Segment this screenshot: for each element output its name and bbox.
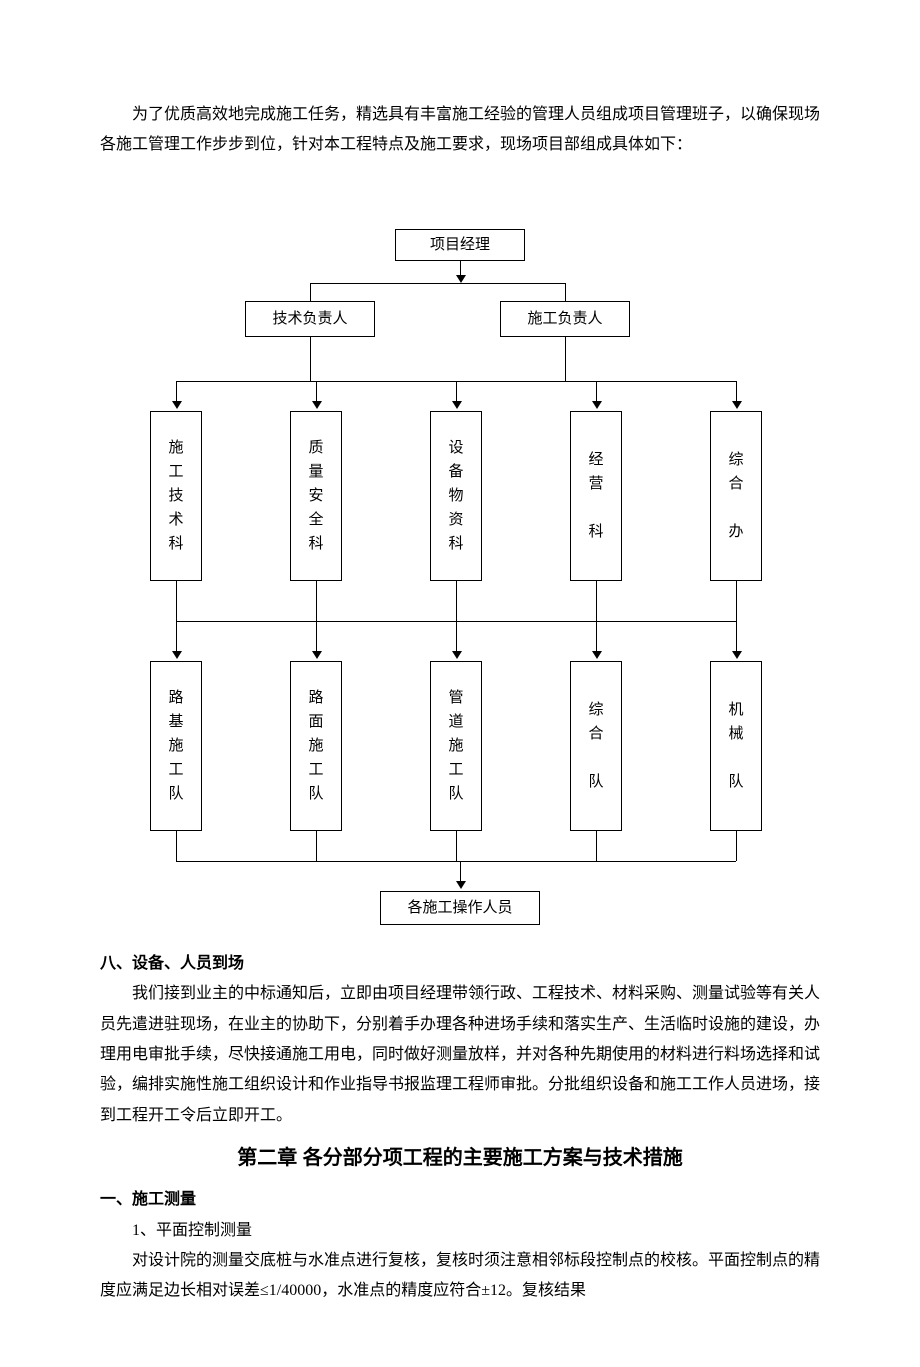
- node-label: 设备物资科: [448, 436, 463, 556]
- node-l4-0: 路基施工队: [150, 661, 202, 831]
- node-l3-2: 设备物资科: [430, 411, 482, 581]
- node-operators: 各施工操作人员: [380, 891, 540, 925]
- node-label: 质量安全科: [308, 436, 323, 556]
- chapter-2-item1-label: 1、平面控制测量: [100, 1216, 820, 1246]
- node-l4-4: 机械队: [710, 661, 762, 831]
- node-construction-lead: 施工负责人: [500, 301, 630, 337]
- node-project-manager: 项目经理: [395, 229, 525, 261]
- node-label: 路基施工队: [168, 686, 183, 806]
- node-l3-3: 经营科: [570, 411, 622, 581]
- node-label: 项目经理: [430, 233, 490, 257]
- section-8-title: 八、设备、人员到场: [100, 949, 820, 979]
- node-label: 路面施工队: [308, 686, 323, 806]
- node-l4-3: 综合队: [570, 661, 622, 831]
- intro-paragraph: 为了优质高效地完成施工任务，精选具有丰富施工经验的管理人员组成项目管理班子，以确…: [100, 100, 820, 161]
- section-8-body: 我们接到业主的中标通知后，立即由项目经理带领行政、工程技术、材料采购、测量试验等…: [100, 979, 820, 1131]
- chapter-2-title: 第二章 各分部分项工程的主要施工方案与技术措施: [100, 1139, 820, 1177]
- node-label: 综合队: [588, 698, 603, 794]
- node-l4-2: 管道施工队: [430, 661, 482, 831]
- node-l3-1: 质量安全科: [290, 411, 342, 581]
- node-l3-0: 施工技术科: [150, 411, 202, 581]
- node-label: 技术负责人: [272, 307, 347, 331]
- node-label: 综合办: [728, 448, 743, 544]
- node-label: 各施工操作人员: [407, 896, 512, 920]
- chapter-2-item1-body: 对设计院的测量交底桩与水准点进行复核，复核时须注意相邻标段控制点的校核。平面控制…: [100, 1246, 820, 1307]
- node-label: 机械队: [728, 698, 743, 794]
- org-chart: 项目经理 技术负责人 施工负责人 施工技术科 质量安全科 设备物资科 经营科 综…: [100, 161, 820, 931]
- chapter-2-sec1-title: 一、施工测量: [100, 1185, 820, 1215]
- node-label: 管道施工队: [448, 686, 463, 806]
- node-l3-4: 综合办: [710, 411, 762, 581]
- node-label: 施工技术科: [168, 436, 183, 556]
- node-tech-lead: 技术负责人: [245, 301, 375, 337]
- node-l4-1: 路面施工队: [290, 661, 342, 831]
- node-label: 施工负责人: [527, 307, 602, 331]
- node-label: 经营科: [588, 448, 603, 544]
